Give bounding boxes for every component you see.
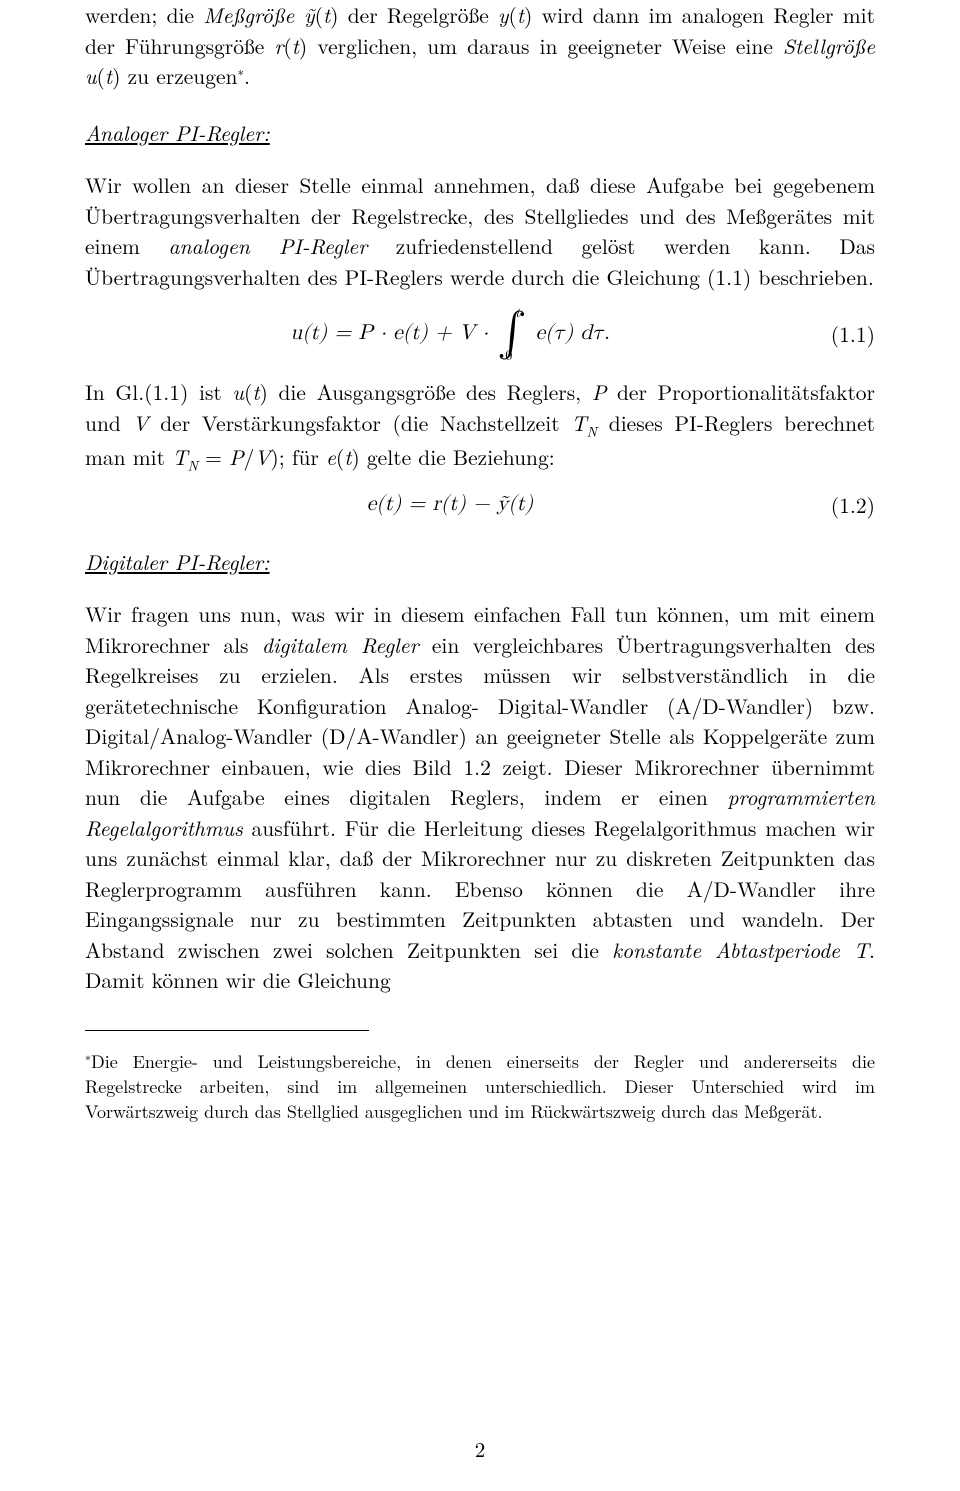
integral-symbol: t ∫ 0 <box>497 306 526 363</box>
eq1-number: (1.1) <box>815 319 875 350</box>
paragraph-intro: werden; die Meßgröße ỹ(t) der Regelgröße… <box>85 0 875 92</box>
heading-analog-pi: Analoger PI-Regler: <box>85 118 875 149</box>
eq1-lhs: u(t) = P · e(t) + V · <box>290 323 488 344</box>
page: werden; die Meßgröße ỹ(t) der Regelgröße… <box>0 0 960 1491</box>
equation-1-1: u(t) = P · e(t) + V · t ∫ 0 e(τ) dτ. (1.… <box>85 306 875 363</box>
eq1-integrand: e(τ) dτ. <box>536 323 610 344</box>
eq2-expr: e(t) = r(t) − ỹ(t) <box>85 490 815 521</box>
eq2-number: (1.2) <box>815 490 875 521</box>
paragraph-digital: Wir fragen uns nun, was wir in diesem ei… <box>85 599 875 996</box>
page-number: 2 <box>0 1435 960 1465</box>
integral-sign-icon: ∫ <box>497 316 526 351</box>
heading-digital-pi: Digitaler PI-Regler: <box>85 547 875 578</box>
footnote-rule <box>85 1030 369 1031</box>
footnote: ∗Die Energie- und Leistungsbereiche, in … <box>85 1049 875 1124</box>
paragraph-after-eq1: In Gl.(1.1) ist u(t) die Ausgangsgröße d… <box>85 377 875 476</box>
footnote-text: Die Energie- und Leistungsbereiche, in d… <box>85 1049 875 1124</box>
paragraph-analog: Wir wollen an dieser Stelle einmal anneh… <box>85 170 875 292</box>
integral-lower: 0 <box>505 349 512 363</box>
equation-1-2: e(t) = r(t) − ỹ(t) (1.2) <box>85 490 875 521</box>
